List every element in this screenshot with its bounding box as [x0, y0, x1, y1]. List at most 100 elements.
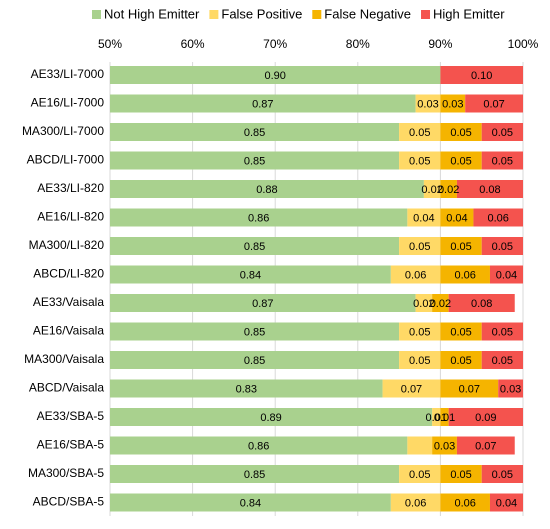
- data-label: 0.05: [450, 127, 471, 139]
- data-label: 0.84: [240, 497, 261, 509]
- data-label: 0.05: [450, 241, 471, 253]
- data-label: 0.04: [413, 212, 434, 224]
- bar-segment: [110, 208, 408, 227]
- data-label: 0.10: [471, 70, 492, 82]
- data-label: 0.90: [264, 70, 285, 82]
- x-tick-label: 50%: [98, 37, 122, 51]
- bar-segment: [440, 408, 449, 426]
- bar-segment: [456, 436, 515, 455]
- data-label: 0.06: [454, 269, 475, 281]
- y-tick-label: AE33/LI-820: [37, 181, 104, 195]
- data-label: 0.05: [450, 355, 471, 367]
- data-label: 0.07: [401, 383, 422, 395]
- bar-segment: [440, 265, 490, 284]
- bar-segment: [440, 465, 482, 483]
- data-label: 0.09: [475, 412, 496, 424]
- bar-segment: [448, 294, 515, 312]
- data-label: 0.85: [244, 326, 265, 338]
- x-tick-label: 80%: [346, 37, 370, 51]
- bar-segment: [423, 180, 441, 198]
- data-label: 0.03: [434, 440, 455, 452]
- bar-segment: [440, 123, 482, 141]
- data-label: 0.03: [417, 98, 438, 110]
- y-tick-label: MA300/SBA-5: [28, 466, 104, 480]
- data-label: 0.04: [496, 269, 517, 281]
- bar-segment: [399, 151, 441, 170]
- bar-segment: [440, 151, 482, 170]
- data-label: 0.83: [236, 383, 257, 395]
- data-label: 0.05: [492, 355, 513, 367]
- data-label: 0.87: [252, 298, 273, 310]
- bar-segment: [110, 237, 400, 255]
- bar-segment: [481, 351, 523, 369]
- legend-swatch: [312, 10, 322, 19]
- data-label: 0.05: [450, 326, 471, 338]
- bar-segment: [448, 408, 523, 426]
- bar-segment: [110, 322, 400, 341]
- bar-segment: [110, 351, 400, 369]
- data-label: 0.02: [413, 298, 434, 310]
- bar-segment: [399, 123, 441, 141]
- x-tick-label: 100%: [508, 37, 539, 51]
- bar-segment: [432, 294, 449, 312]
- data-label: 0.85: [244, 469, 265, 481]
- bar-segment: [110, 465, 400, 483]
- data-label: 0.07: [475, 440, 496, 452]
- data-label: 0.89: [260, 412, 281, 424]
- y-tick-label: AE33/LI-7000: [31, 67, 105, 81]
- x-tick-label: 70%: [263, 37, 287, 51]
- data-label: 0.06: [405, 269, 426, 281]
- y-tick-label: MA300/LI-820: [29, 238, 105, 252]
- bar-segment: [382, 379, 441, 398]
- bar-segment: [110, 123, 400, 141]
- bar-segment: [440, 180, 457, 198]
- data-label: 0.85: [244, 355, 265, 367]
- legend-label: High Emitter: [433, 6, 505, 21]
- legend-label: Not High Emitter: [104, 6, 200, 21]
- data-label: 0.05: [409, 127, 430, 139]
- bar-segment: [440, 379, 499, 398]
- bar-segment: [489, 265, 523, 284]
- bar-segment: [399, 322, 441, 341]
- bar-segment: [415, 294, 433, 312]
- y-tick-label: AE16/LI-7000: [31, 96, 105, 110]
- bar-segment: [465, 94, 523, 113]
- x-tick-label: 90%: [428, 37, 452, 51]
- data-label: 0.05: [450, 469, 471, 481]
- bar-segment: [415, 94, 441, 113]
- bar-segment: [440, 94, 466, 113]
- y-tick-label: ABCD/LI-7000: [27, 153, 105, 167]
- y-tick-label: AE16/SBA-5: [37, 438, 105, 452]
- y-tick-label: ABCD/SBA-5: [33, 495, 105, 509]
- bar-segment: [481, 123, 523, 141]
- bar-segment: [481, 322, 523, 341]
- legend-label: False Negative: [324, 6, 411, 21]
- bars: [110, 66, 523, 512]
- data-label: 0.85: [244, 127, 265, 139]
- data-label: 0.08: [471, 298, 492, 310]
- legend-swatch: [421, 10, 431, 19]
- data-label: 0.06: [405, 497, 426, 509]
- data-label: 0.02: [421, 184, 442, 196]
- data-label: 0.05: [492, 155, 513, 167]
- bar-segment: [399, 465, 441, 483]
- bar-segment: [440, 322, 482, 341]
- bar-segment: [110, 265, 391, 284]
- data-label: 0.84: [240, 269, 261, 281]
- data-label: 0.88: [256, 184, 277, 196]
- data-label: 0.86: [248, 212, 269, 224]
- bar-segment: [407, 436, 433, 455]
- bar-segment: [390, 265, 441, 284]
- y-tick-label: AE16/Vaisala: [33, 324, 104, 338]
- data-label: 0.05: [492, 127, 513, 139]
- data-label: 0.07: [483, 98, 504, 110]
- data-label: 0.04: [446, 212, 467, 224]
- bar-segment: [456, 180, 523, 198]
- bar-segment: [390, 493, 441, 512]
- y-tick-label: AE33/SBA-5: [37, 409, 105, 423]
- y-tick-label: AE16/LI-820: [37, 210, 104, 224]
- bar-segment: [473, 208, 523, 227]
- bar-segment: [110, 66, 441, 84]
- bar-segment: [110, 180, 424, 198]
